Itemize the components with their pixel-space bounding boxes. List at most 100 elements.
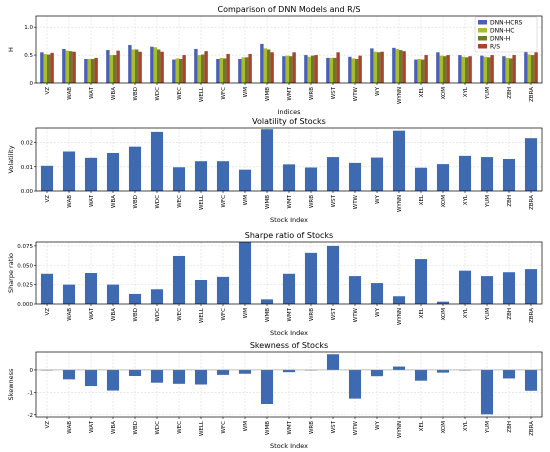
panel3-bar-zbra (524, 269, 538, 304)
panel1-bar-wfc-2 (219, 57, 223, 83)
panel1-xtick-label: ZBH (507, 87, 513, 99)
panel2-xtick-label: WST (331, 194, 337, 207)
panel1-bar-well-1 (194, 48, 198, 83)
panel2-bar-wm (238, 169, 252, 191)
panel2-xtick-label: WRB (309, 195, 315, 208)
panel3-xtick-label: WY (375, 307, 381, 316)
panel1-bar-wy-1 (370, 48, 374, 83)
panel2-bar-xyl (458, 155, 472, 191)
panel2-bar-wba (106, 152, 120, 191)
panel4-bar-wdc (150, 369, 164, 383)
panel1-bar-wmt-2 (285, 55, 289, 83)
panel4-xtick-label: WRB (309, 421, 315, 434)
panel1-xtick-label: WFC (221, 87, 227, 100)
panel3-xtick-label: WRB (309, 308, 315, 321)
panel1-bar-xyl-1 (458, 55, 462, 83)
panel1-bar-zbh-3 (509, 58, 513, 83)
panel1-bar-xom-1 (436, 52, 440, 83)
panel3-ytick-label: 0.000 (17, 302, 33, 308)
panel1-bar-wba-4 (116, 50, 120, 83)
panel4-ytick-label: 0 (30, 368, 34, 374)
panel1-bar-well-3 (201, 54, 205, 83)
panel3-bar-wfc (216, 276, 230, 304)
panel3-xtick-label: WELL (199, 307, 205, 323)
panel4-bar-zbh (502, 369, 516, 379)
panel1-bar-xel-4 (424, 55, 428, 83)
panel1-bar-wst-1 (326, 57, 330, 83)
panel3-bar-wst (326, 245, 340, 304)
panel4-ytick-label: -2 (28, 413, 33, 419)
panel1-bar-wmt-1 (282, 56, 286, 83)
panel3-bar-zbh (502, 272, 516, 304)
panel1-bar-wat-3 (91, 58, 95, 83)
panel1-xtick-label: WTW (353, 86, 359, 101)
panel1-xtick-label: WAB (67, 87, 73, 100)
panel1-bar-vz-2 (43, 53, 47, 83)
panel4-bar-wfc (216, 369, 230, 375)
panel1-bar-wtw-4 (358, 55, 362, 83)
panel2-ylabel: Volatility (7, 145, 15, 173)
panel3-ytick-label: 0.050 (17, 263, 33, 269)
panel4-bar-wab (62, 369, 76, 380)
panel1-bar-wat-2 (87, 58, 91, 83)
panel3-xtick-label: XOM (441, 308, 447, 321)
panel4-bar-xom (436, 369, 450, 373)
panel1-bar-wrb-1 (304, 55, 308, 83)
panel1-title: Comparison of DNN Models and R/S (217, 5, 360, 14)
panel1-bar-wy-2 (373, 51, 377, 83)
panel1-xtick-label: ZBRA (529, 87, 535, 102)
panel1-xtick-label: XOM (441, 87, 447, 100)
panel1-bar-wrb-4 (314, 55, 318, 83)
panel1-xtick-label: WM (243, 87, 249, 97)
panel1-bar-wfc-3 (223, 58, 227, 83)
panel1-xtick-label: WMB (265, 87, 271, 101)
panel2-xtick-label: XYL (463, 194, 469, 205)
panel3-ylabel: Sharpe ratio (7, 253, 15, 293)
panel4-xtick-label: WELL (199, 420, 205, 436)
panel1-legend-box (474, 16, 538, 53)
panel4-xtick-label: WBA (111, 421, 117, 434)
panel3-bar-wbd (128, 293, 142, 304)
panel1-bar-wynn-4 (402, 51, 406, 83)
panel1-bar-wba-3 (113, 55, 117, 83)
panel3-bar-wab (62, 284, 76, 304)
panel1-bar-wbd-1 (128, 45, 132, 83)
panel3-bar-well (194, 279, 208, 304)
panel4-xtick-label: XEL (419, 420, 425, 431)
panel2-xtick-label: WAB (67, 195, 73, 208)
panel1-bar-wm-2 (241, 57, 245, 83)
panel2-bar-wynn (392, 130, 406, 191)
panel2-bar-wmb (260, 129, 274, 191)
panel1-bar-yum-3 (487, 57, 491, 83)
panel3-bar-wm (238, 242, 252, 304)
panel4-bar-wynn (392, 366, 406, 370)
panel4-bar-wbd (128, 369, 142, 376)
panel2-bar-zbra (524, 138, 538, 191)
panel4-xtick-label: XOM (441, 421, 447, 434)
panel1-xtick-label: WMT (287, 86, 293, 100)
panel2-bar-wdc (150, 131, 164, 191)
panel1-bar-wdc-1 (150, 46, 154, 83)
panel3-bar-wmb (260, 299, 274, 304)
panel4-bar-wba (106, 369, 120, 391)
panel1-bar-wmt-4 (292, 52, 296, 83)
panel2-xtick-label: WMT (287, 194, 293, 208)
panel4-xtick-label: WY (375, 420, 381, 429)
panel1-xtick-label: WELL (199, 86, 205, 102)
panel3-xtick-label: WEC (177, 308, 183, 321)
panel4-xtick-label: WFC (221, 421, 227, 434)
panel1-xlabel: Indices (278, 108, 302, 116)
panel1-bar-wynn-2 (395, 48, 399, 83)
panel4-xtick-label: WMT (287, 420, 293, 434)
panel1-xtick-label: VZ (45, 87, 51, 95)
panel1-ylabel: H (7, 47, 15, 52)
panel3-ytick-label: 0.075 (17, 244, 33, 250)
panel1-bar-wmb-1 (260, 43, 264, 83)
panel3-bar-yum (480, 276, 494, 304)
panel4-xtick-label: ZBH (507, 421, 513, 433)
panel2-xtick-label: WMB (265, 195, 271, 209)
panel1-bar-wba-2 (109, 55, 113, 83)
panel1-bar-yum-4 (490, 55, 494, 83)
panel4-bar-wy (370, 369, 384, 377)
panel4-xtick-label: WAT (89, 420, 95, 432)
